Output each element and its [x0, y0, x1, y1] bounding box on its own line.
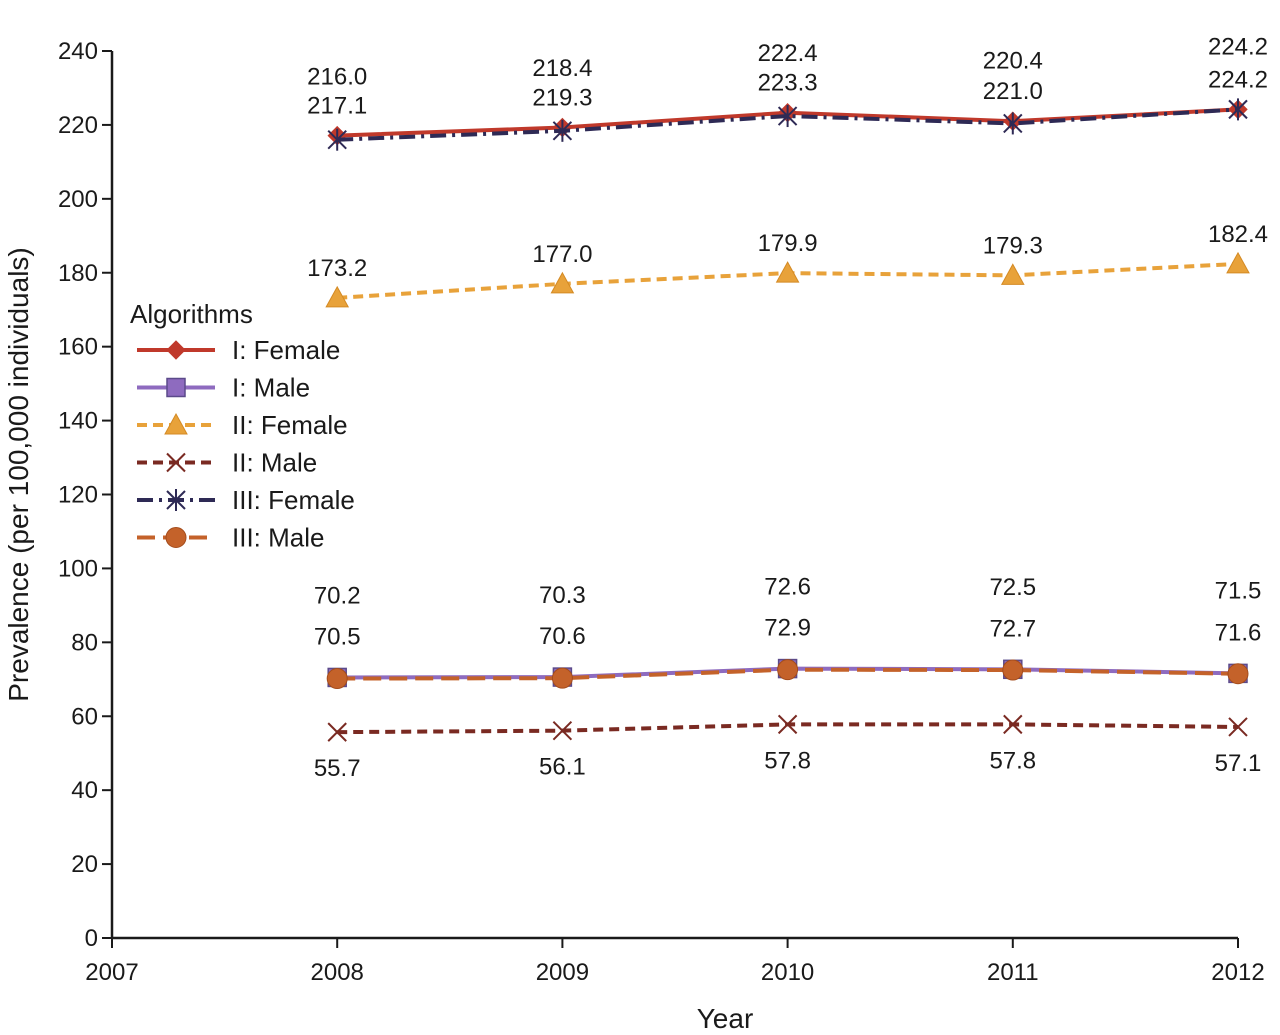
- legend-label: II: Male: [232, 448, 317, 478]
- data-label: 219.3: [532, 85, 592, 112]
- y-tick-label: 120: [58, 482, 98, 509]
- series-point: [552, 720, 573, 741]
- data-label: 223.3: [758, 70, 818, 97]
- series-point: [777, 105, 798, 128]
- y-tick-label: 40: [71, 777, 98, 804]
- y-tick-label: 220: [58, 112, 98, 139]
- data-label: 72.6: [764, 574, 811, 601]
- data-label: 224.2: [1208, 33, 1268, 60]
- x-tick-label: 2011: [987, 959, 1039, 986]
- x-tick-label: 2007: [85, 959, 138, 986]
- series-line: [337, 107, 1239, 142]
- y-tick-label: 160: [58, 334, 98, 361]
- series-point: [550, 271, 575, 294]
- data-label: 57.1: [1215, 750, 1262, 777]
- series-5: [326, 659, 1249, 690]
- data-label: 224.2: [1208, 66, 1268, 93]
- y-tick-label: 20: [71, 851, 98, 878]
- series-point: [551, 667, 573, 689]
- data-label: 57.8: [989, 747, 1036, 774]
- data-label: 56.1: [539, 754, 586, 781]
- series-point: [1226, 251, 1250, 274]
- series-point: [1003, 714, 1023, 735]
- data-label: 70.2: [314, 583, 361, 610]
- legend-marker: [166, 489, 186, 511]
- legend-label: III: Female: [232, 485, 355, 515]
- series-point: [326, 668, 348, 690]
- series-point: [1003, 112, 1023, 135]
- data-label: 221.0: [983, 78, 1043, 105]
- x-axis-title: Year: [697, 1003, 754, 1034]
- legend-marker: [164, 412, 188, 435]
- data-label: 70.3: [539, 582, 586, 609]
- data-label: 72.7: [989, 615, 1036, 642]
- y-tick-label: 180: [58, 260, 98, 287]
- data-label: 179.3: [983, 232, 1043, 259]
- legend-marker: [165, 527, 187, 548]
- y-tick-label: 240: [58, 38, 98, 65]
- y-tick-label: 140: [58, 408, 98, 435]
- data-label: 72.9: [764, 615, 811, 642]
- series-point: [777, 659, 799, 681]
- data-label: 220.4: [983, 47, 1043, 74]
- data-label: 216.0: [307, 64, 367, 91]
- x-tick-label: 2010: [761, 959, 814, 986]
- data-label: 57.8: [764, 747, 811, 774]
- data-label: 72.5: [989, 574, 1036, 601]
- y-tick-label: 0: [85, 925, 98, 952]
- legend-marker: [166, 377, 186, 398]
- axes: 0 20 40 60 80 100 120 140 160 180 200 220 240 2007 200…: [58, 38, 1265, 986]
- data-label: 177.0: [532, 241, 592, 268]
- x-tick-label: 2012: [1211, 959, 1264, 986]
- series-2: [325, 251, 1250, 308]
- legend: Algorithms I: Female I: Male II: Female II: …: [130, 299, 355, 553]
- legend-title: Algorithms: [130, 299, 253, 329]
- legend-label: III: Male: [232, 523, 324, 553]
- data-label: 173.2: [307, 255, 367, 282]
- series-3: [327, 714, 1248, 742]
- y-tick-label: 60: [71, 703, 98, 730]
- y-axis-title: Prevalence (per 100,000 individuals): [3, 247, 34, 702]
- data-label: 70.6: [539, 623, 586, 650]
- series-point: [1228, 717, 1248, 737]
- legend-marker: [166, 340, 186, 360]
- series-point: [325, 285, 350, 308]
- series-point: [327, 722, 347, 742]
- legend-label: I: Female: [232, 335, 340, 365]
- x-tick-label: 2008: [311, 959, 364, 986]
- data-label: 70.5: [314, 623, 361, 650]
- y-tick-label: 80: [71, 629, 98, 656]
- data-label: 222.4: [758, 40, 818, 67]
- y-tick-label: 100: [58, 555, 98, 582]
- data-label: 55.7: [314, 755, 361, 782]
- y-tick-label: 200: [58, 186, 98, 213]
- series-point: [1002, 659, 1024, 681]
- x-tick-label: 2009: [536, 959, 589, 986]
- legend-marker: [166, 452, 186, 473]
- data-label: 71.6: [1215, 619, 1262, 646]
- series-point: [1000, 263, 1025, 285]
- data-label: 179.9: [758, 230, 818, 257]
- data-label: 182.4: [1208, 221, 1268, 248]
- series-4: [327, 98, 1248, 151]
- series-point: [1228, 98, 1248, 121]
- legend-label: I: Male: [232, 373, 310, 403]
- series-layer: [325, 98, 1250, 742]
- series-point: [552, 119, 573, 142]
- data-label: 71.5: [1215, 578, 1262, 605]
- series-point: [775, 261, 800, 283]
- legend-label: II: Female: [232, 410, 348, 440]
- data-label: 217.1: [307, 93, 367, 120]
- series-point: [1227, 663, 1249, 685]
- series-point: [327, 128, 347, 151]
- data-label: 218.4: [532, 55, 592, 82]
- series-point: [777, 714, 798, 735]
